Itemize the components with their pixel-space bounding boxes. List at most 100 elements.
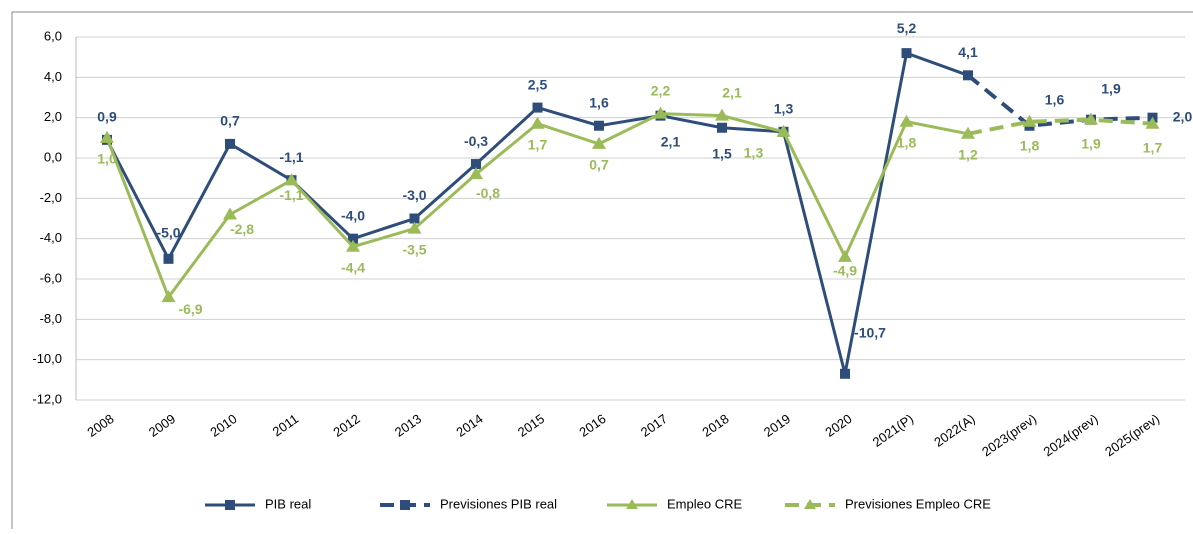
y-tick-label: 2,0 <box>44 109 62 124</box>
marker <box>100 130 114 143</box>
data-label: -1,1 <box>279 149 303 165</box>
data-label: -4,9 <box>833 263 857 279</box>
x-tick-label: 2018 <box>699 411 731 440</box>
marker <box>594 120 604 131</box>
series-line <box>967 117 1153 136</box>
marker <box>407 221 422 234</box>
legend-marker <box>225 500 235 510</box>
marker <box>225 138 235 149</box>
x-tick-label: 2021(P) <box>870 411 916 450</box>
marker <box>838 249 852 262</box>
marker <box>532 102 543 113</box>
data-label: 0,7 <box>589 157 609 173</box>
legend-marker <box>400 500 410 510</box>
series-line <box>105 51 969 375</box>
x-tick-label: 2023(prev) <box>979 411 1039 459</box>
x-tick-label: 2011 <box>270 411 302 439</box>
legend-label: Previsiones PIB real <box>440 496 557 511</box>
marker <box>715 108 729 121</box>
marker <box>717 122 727 133</box>
marker <box>653 106 668 119</box>
marker <box>776 124 791 137</box>
data-label: -0,3 <box>464 133 488 149</box>
marker <box>1145 116 1160 129</box>
marker <box>346 239 360 252</box>
x-tick-label: 2014 <box>453 411 485 440</box>
data-label: -5,0 <box>156 225 180 241</box>
data-label: -4,0 <box>341 207 365 223</box>
legend-label: PIB real <box>265 496 311 511</box>
series-line <box>966 73 1153 128</box>
y-tick-label: -8,0 <box>40 311 62 326</box>
marker <box>1084 112 1098 125</box>
marker <box>348 233 358 244</box>
data-label: 1,3 <box>774 100 794 116</box>
data-label: -3,0 <box>402 187 426 203</box>
marker <box>899 114 914 127</box>
marker <box>409 213 420 224</box>
data-label: -10,7 <box>854 324 886 340</box>
marker <box>471 159 481 170</box>
data-label: -3,5 <box>402 241 426 257</box>
y-tick-label: -10,0 <box>32 351 62 366</box>
chart-border <box>11 11 1193 534</box>
data-label: -6,9 <box>178 301 202 317</box>
x-tick-label: 2009 <box>146 411 178 440</box>
y-tick-label: -2,0 <box>40 190 62 205</box>
legend-marker <box>804 499 816 509</box>
data-label: 0,9 <box>97 109 117 125</box>
y-tick-label: 0,0 <box>44 149 62 164</box>
data-label: -2,8 <box>230 221 254 237</box>
marker <box>223 207 237 220</box>
data-label: 2,0 <box>1173 108 1193 124</box>
data-label: 2,5 <box>528 76 548 92</box>
x-tick-label: 2013 <box>392 411 424 440</box>
data-label: 1,8 <box>1020 137 1040 153</box>
legend-label: Empleo CRE <box>667 496 742 511</box>
y-tick-label: 4,0 <box>44 69 62 84</box>
data-label: 5,2 <box>897 20 917 36</box>
x-tick-label: 2010 <box>207 411 239 440</box>
marker <box>163 253 174 264</box>
y-tick-label: 6,0 <box>44 28 62 43</box>
y-tick-label: -12,0 <box>32 391 62 406</box>
marker <box>1022 114 1037 127</box>
data-label: 1,5 <box>712 145 732 161</box>
x-tick-label: 2019 <box>761 411 793 440</box>
data-label: 4,1 <box>958 44 978 60</box>
marker <box>284 173 299 186</box>
x-tick-label: 2024(prev) <box>1041 411 1101 459</box>
marker <box>161 290 176 303</box>
marker <box>530 116 545 129</box>
x-tick-label: 2008 <box>84 411 116 440</box>
data-label: -0,8 <box>476 185 500 201</box>
y-tick-label: -4,0 <box>40 230 62 245</box>
data-label: 1,9 <box>1101 80 1121 96</box>
data-label: 2,2 <box>651 82 671 98</box>
data-label: 2,1 <box>722 84 742 100</box>
data-label: 1,9 <box>1081 135 1101 151</box>
data-label: 1,0 <box>97 151 117 167</box>
x-tick-label: 2020 <box>822 411 854 440</box>
data-label: 1,6 <box>1045 91 1065 107</box>
data-label: 1,2 <box>958 147 978 163</box>
x-tick-label: 2015 <box>515 411 547 440</box>
data-label: 0,7 <box>220 113 240 129</box>
x-tick-label: 2025(prev) <box>1102 411 1162 459</box>
marker <box>840 368 850 379</box>
marker <box>592 136 606 149</box>
x-tick-label: 2022(A) <box>931 411 977 450</box>
data-label: -4,4 <box>341 259 365 275</box>
data-label: 1,6 <box>589 94 609 110</box>
legend-label: Previsiones Empleo CRE <box>845 496 991 511</box>
marker <box>901 48 912 59</box>
x-tick-label: 2016 <box>576 411 608 440</box>
x-tick-label: 2012 <box>330 411 362 440</box>
data-label: 1,3 <box>744 144 764 160</box>
legend-marker <box>626 499 638 509</box>
data-label: 1,7 <box>528 136 548 152</box>
x-tick-label: 2017 <box>638 411 670 440</box>
data-label: 2,1 <box>661 133 681 149</box>
data-label: 1,8 <box>897 134 917 150</box>
